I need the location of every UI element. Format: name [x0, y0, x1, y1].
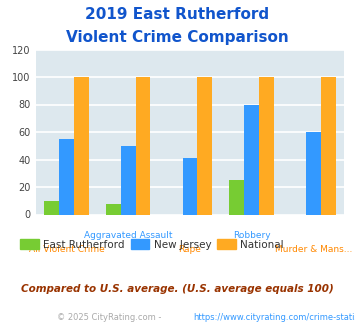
Text: https://www.cityrating.com/crime-statistics/: https://www.cityrating.com/crime-statist… — [193, 314, 355, 322]
Bar — [259, 77, 274, 214]
Legend: East Rutherford, New Jersey, National: East Rutherford, New Jersey, National — [16, 235, 288, 254]
Bar — [121, 146, 136, 214]
Bar — [74, 77, 89, 214]
Bar — [44, 201, 59, 214]
Bar — [306, 132, 321, 214]
Text: All Violent Crime: All Violent Crime — [28, 245, 104, 254]
Bar — [197, 77, 212, 214]
Text: Violent Crime Comparison: Violent Crime Comparison — [66, 30, 289, 45]
Text: Aggravated Assault: Aggravated Assault — [84, 231, 173, 240]
Text: Compared to U.S. average. (U.S. average equals 100): Compared to U.S. average. (U.S. average … — [21, 284, 334, 294]
Text: Murder & Mans...: Murder & Mans... — [275, 245, 352, 254]
Bar — [136, 77, 151, 214]
Bar — [182, 158, 197, 214]
Text: © 2025 CityRating.com -: © 2025 CityRating.com - — [57, 314, 164, 322]
Bar — [106, 204, 121, 214]
Text: Rape: Rape — [179, 245, 201, 254]
Bar — [321, 77, 336, 214]
Text: Robbery: Robbery — [233, 231, 271, 240]
Bar — [244, 105, 259, 214]
Bar — [59, 139, 74, 214]
Bar — [229, 180, 244, 214]
Text: 2019 East Rutherford: 2019 East Rutherford — [86, 7, 269, 21]
